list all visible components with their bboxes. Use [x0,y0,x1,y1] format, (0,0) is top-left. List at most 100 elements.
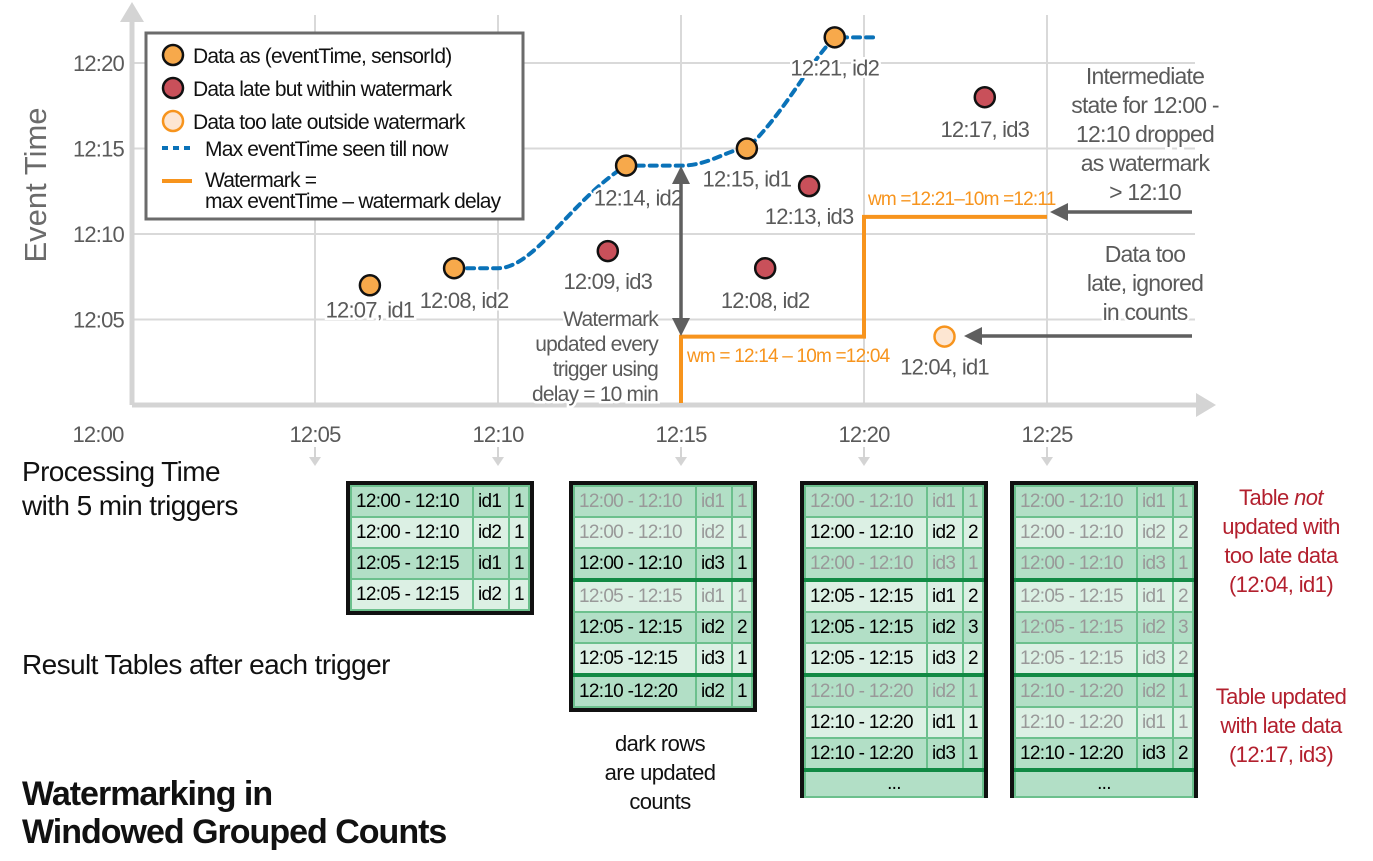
cell-count: 3 [1172,611,1194,644]
note-line1: Table not [1196,483,1366,512]
table-row: 12:00 - 12:10 id2 1 [350,516,530,549]
data-point-label: 12:08, id2 [721,288,810,313]
title-line1: Watermarking in [22,775,273,813]
table-row: 12:05 - 12:15 id1 1 [350,547,530,580]
y-tick-label: 12:20 [73,51,125,76]
table-row: 12:05 -12:15 id3 1 [573,642,753,677]
x-tick-label: 12:15 [655,422,707,447]
cell-sensor: id2 [926,516,964,549]
note-line1: Table updated [1215,684,1347,709]
data-point-label: 12:14, id2 [594,186,683,211]
data-point-late [973,85,997,109]
cell-sensor: id2 [695,516,733,549]
x-tick-label: 12:00 [72,422,124,447]
table-row: 12:00 - 12:10 id1 1 [573,485,753,518]
table-row: 12:00 - 12:10 id1 1 [1014,485,1194,518]
legend-label: Watermark = [205,169,317,192]
data-point-on-time [735,137,759,160]
data-point-label: 12:15, id1 [703,167,792,192]
cell-count: 2 [1172,579,1194,613]
table-row: 12:10 - 12:20 id3 2 [1014,737,1194,772]
cell-sensor: id3 [1136,642,1174,677]
watermark-label-second: wm =12:21–10m =12:11 [867,189,1056,210]
table-row: 12:00 - 12:10 id2 2 [1014,516,1194,549]
data-point-late [596,239,620,263]
watermark-line [679,214,1047,403]
table-row: 12:10 -12:20 id2 1 [573,674,753,708]
cell-sensor: id3 [926,547,964,582]
cell-sensor: id2 [1136,674,1174,708]
table-row: 12:05 - 12:15 id2 3 [1014,611,1194,644]
cell-window: 12:05 - 12:15 [573,579,697,613]
watermark-update-annotation: Watermark [563,308,659,331]
note-line2: with late data [1220,713,1342,738]
data-point-on-time [823,26,846,49]
cell-count: 1 [508,485,530,518]
intermediate-state-annotation: state for 12:00 - [1071,92,1219,118]
cell-window: 12:00 - 12:10 [573,485,697,518]
cell-sensor: id3 [695,642,733,677]
result-table: 12:00 - 12:10 id1 1 12:00 - 12:10 id2 2 12:00 … [1014,485,1194,798]
result-table-trigger-1225: 12:00 - 12:10 id1 1 12:00 - 12:10 id2 2 12:00 … [1010,481,1198,798]
cell-window: 12:05 - 12:15 [804,579,928,613]
cell-count: 1 [962,547,984,582]
cell-count: 1 [731,674,753,708]
caption-line2: are updated [604,760,716,785]
too-late-annotation: in counts [1103,299,1188,325]
note-text: Table [1239,485,1295,510]
cell-window: 12:05 - 12:15 [350,547,474,580]
data-point-label: 12:09, id3 [563,269,652,294]
dark-rows-caption: dark rows are updated counts [575,729,745,816]
table-row: 12:05 - 12:15 id1 2 [804,579,984,613]
arrow-up-icon [672,166,690,184]
cell-sensor: id2 [695,674,733,708]
cell-count: 1 [508,516,530,549]
trigger-arrow-icon [858,457,870,466]
cell-window: 12:05 - 12:15 [350,578,474,611]
data-point-label: 12:04, id1 [900,355,989,380]
cell-sensor: id2 [1136,516,1174,549]
cell-sensor: id2 [926,611,964,644]
cell-sensor: id1 [1136,485,1174,518]
data-point-label: 12:13, id3 [765,204,854,229]
table-row: 12:00 - 12:10 id1 1 [350,485,530,518]
cell-window: 12:00 - 12:10 [1014,547,1138,582]
cell-sensor: id2 [472,516,510,549]
data-point-label: 12:21, id2 [790,55,879,80]
legend-label: Max eventTime seen till now [205,138,449,161]
cell-sensor: id1 [926,485,964,518]
cell-window: 12:00 - 12:10 [573,547,697,582]
cell-sensor: id1 [695,485,733,518]
cell-count: 2 [1172,737,1194,772]
cell-window: 12:10 - 12:20 [1014,674,1138,708]
arrow-left-icon [1050,203,1068,221]
cell-count: 2 [962,642,984,677]
table-row: 12:05 - 12:15 id2 2 [573,611,753,644]
cell-count: 2 [962,516,984,549]
cell-count: 1 [1172,547,1194,582]
table-row: 12:10 - 12:20 id2 1 [1014,674,1194,708]
table-row: 12:10 - 12:20 id1 1 [1014,706,1194,739]
cell-sensor: id2 [1136,611,1174,644]
table-row-ellipsis: ... [1014,769,1194,798]
chart-axes [120,2,1216,417]
cell-window: 12:00 - 12:10 [350,516,474,549]
x-tick-label: 12:05 [289,422,341,447]
watermark-update-annotation: updated every [535,333,659,356]
trigger-arrow-icon [675,457,687,466]
processing-time-label: Processing Time with 5 min triggers [22,455,238,523]
cell-count: 2 [1172,516,1194,549]
data-point-on-time [442,256,466,280]
table-row: 12:00 - 12:10 id3 1 [573,547,753,582]
note-line3: (12:17, id3) [1228,742,1334,767]
cell-count: 1 [962,737,984,772]
cell-window: 12:05 - 12:15 [1014,611,1138,644]
result-table-trigger-1210: 12:00 - 12:10 id1 1 12:00 - 12:10 id2 1 12:05 … [346,481,534,615]
processing-time-line1: Processing Time [22,456,221,487]
table-row: 12:05 - 12:15 id3 2 [1014,642,1194,677]
max-event-time-line [452,35,877,271]
cell-window: 12:10 - 12:20 [1014,737,1138,772]
intermediate-state-annotation: 12:10 dropped [1076,121,1214,147]
cell-window: 12:05 -12:15 [573,642,697,677]
